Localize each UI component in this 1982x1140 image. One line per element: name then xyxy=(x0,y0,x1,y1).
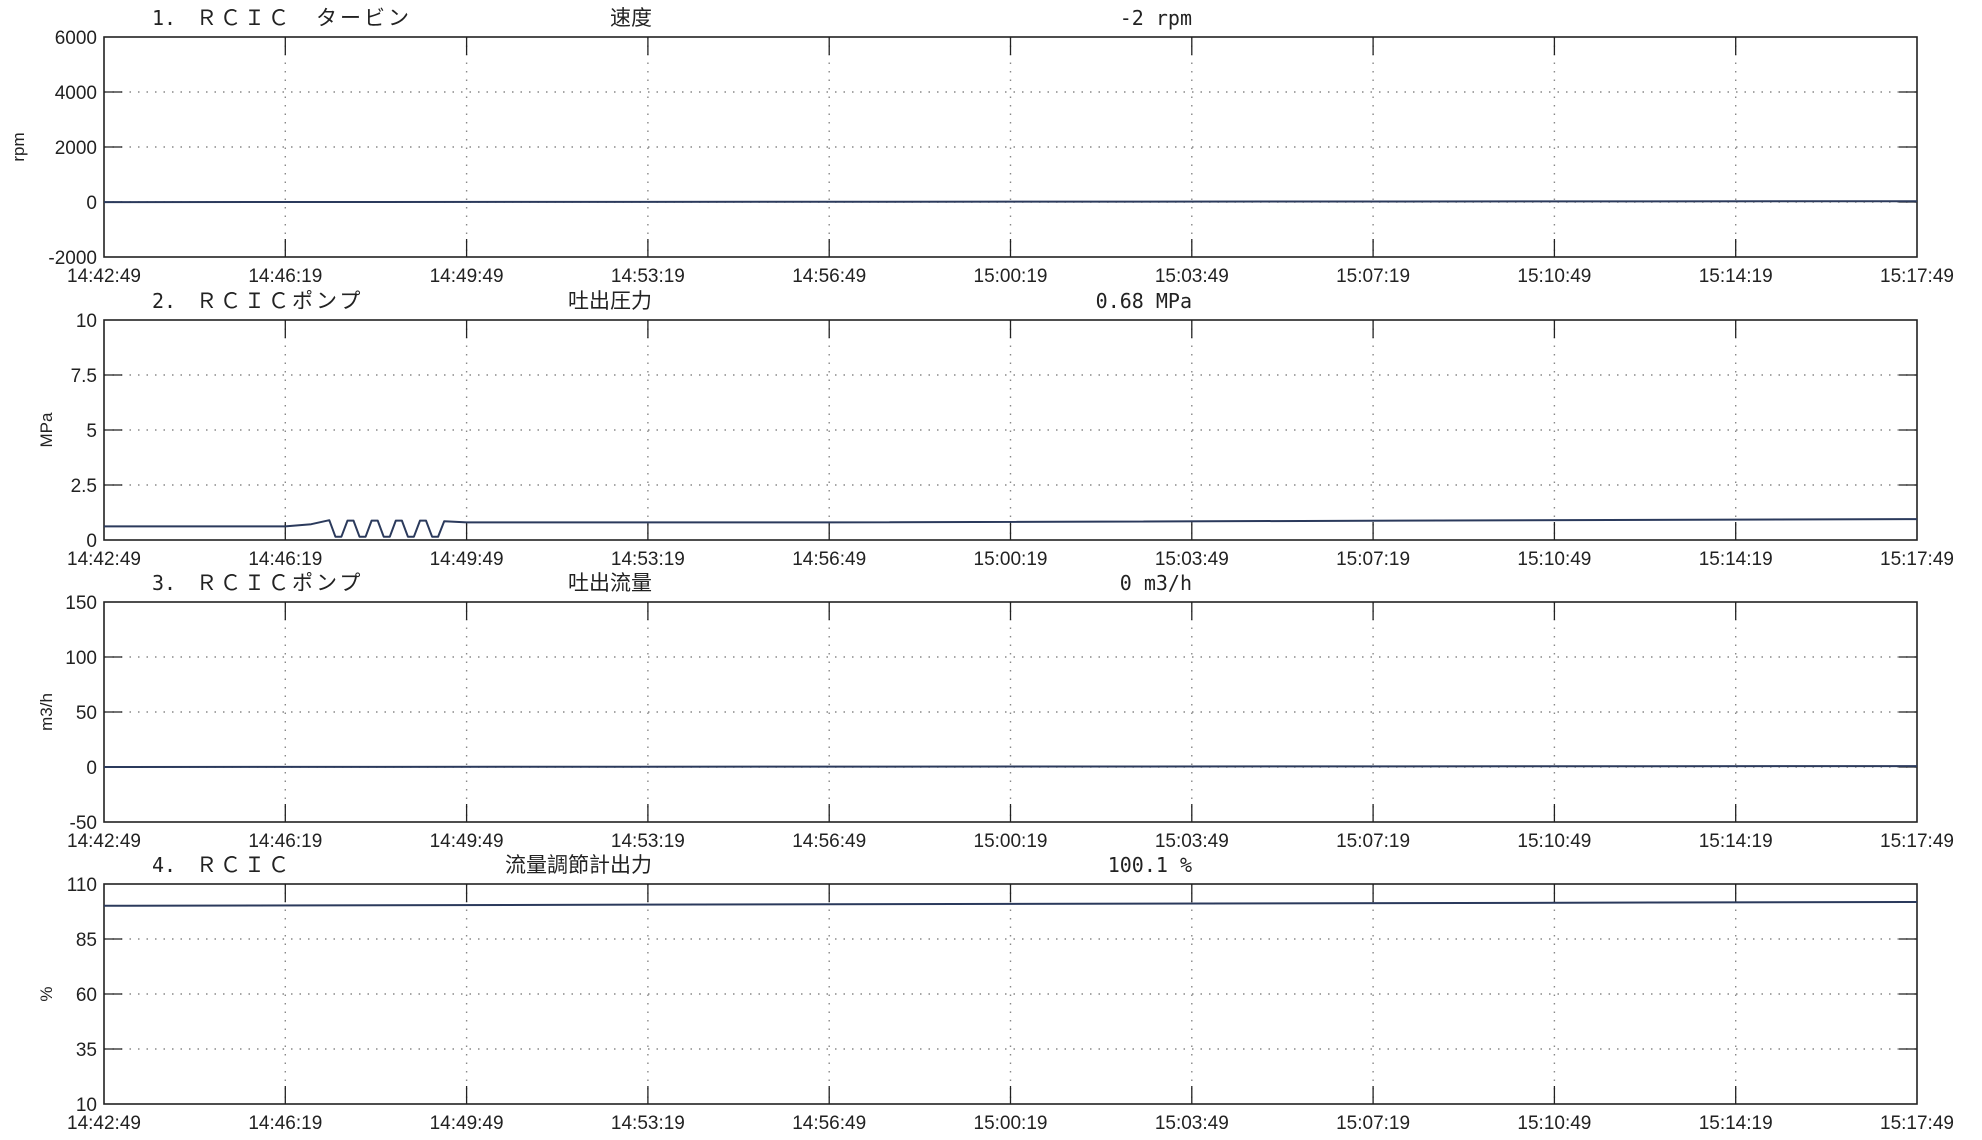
x-tick-label: 14:49:49 xyxy=(430,549,504,570)
x-tick-label: 14:56:49 xyxy=(792,549,866,570)
x-tick-label: 15:10:49 xyxy=(1517,1113,1591,1134)
x-tick-label: 14:42:49 xyxy=(67,266,141,287)
y-tick-label: 6000 xyxy=(55,28,97,49)
series-line xyxy=(103,901,1918,907)
chart-title-mid: 流量調節計出力 xyxy=(505,854,652,877)
x-tick-label: 14:42:49 xyxy=(67,549,141,570)
chart-panel-2: 14:42:49 14:46:19 14:49:49 14:53:19 14:56:49… xyxy=(37,289,1954,570)
x-tick-label: 15:17:49 xyxy=(1880,266,1954,287)
plot-frame xyxy=(103,319,1918,541)
y-tick-label: 50 xyxy=(76,703,97,724)
y-tick-label: 4000 xyxy=(55,83,97,104)
x-tick-label: 15:00:19 xyxy=(974,831,1048,852)
chart-panel-4: 14:42:49 14:46:19 14:49:49 14:53:19 14:56:49… xyxy=(37,853,1954,1134)
x-tick-label: 14:53:19 xyxy=(611,549,685,570)
chart-number: 2. xyxy=(152,289,176,313)
chart-panel-3: 14:42:49 14:46:19 14:49:49 14:53:19 14:56:49… xyxy=(37,571,1954,852)
x-tick-label: 15:14:19 xyxy=(1699,1113,1773,1134)
x-tick-label: 15:03:49 xyxy=(1155,1113,1229,1134)
chart-title-value: -2 rpm xyxy=(1120,6,1192,30)
y-axis-label: rpm xyxy=(9,132,28,161)
x-tick-label: 14:56:49 xyxy=(792,266,866,287)
chart-title-left: ＲＣＩＣ xyxy=(196,854,292,877)
x-tick-label: 14:53:19 xyxy=(611,1113,685,1134)
x-tick-label: 15:10:49 xyxy=(1517,266,1591,287)
y-tick-label: 10 xyxy=(76,1095,97,1116)
x-tick-label: 14:49:49 xyxy=(430,1113,504,1134)
x-tick-label: 14:49:49 xyxy=(430,831,504,852)
chart-title-left: ＲＣＩＣポンプ xyxy=(196,572,363,595)
y-tick-label: 5 xyxy=(86,421,97,442)
x-tick-label: 15:14:19 xyxy=(1699,549,1773,570)
plot-frame xyxy=(103,36,1918,258)
x-tick-label: 14:46:19 xyxy=(248,1113,322,1134)
series-line xyxy=(103,200,1918,204)
x-tick-label: 15:17:49 xyxy=(1880,549,1954,570)
y-tick-label: 7.5 xyxy=(71,366,97,387)
x-tick-label: 14:42:49 xyxy=(67,831,141,852)
x-tick-label: 15:03:49 xyxy=(1155,266,1229,287)
x-tick-label: 15:17:49 xyxy=(1880,1113,1954,1134)
chart-panel-1: 14:42:49 14:46:19 14:49:49 14:53:19 14:56:49… xyxy=(9,6,1954,287)
y-tick-label: 0 xyxy=(86,531,97,552)
x-tick-label: 14:46:19 xyxy=(248,549,322,570)
chart-title-value: 0.68 MPa xyxy=(1096,289,1192,313)
x-tick-label: 15:14:19 xyxy=(1699,266,1773,287)
y-tick-label: 100 xyxy=(65,648,97,669)
y-tick-label: 60 xyxy=(76,985,97,1006)
x-tick-label: 15:17:49 xyxy=(1880,831,1954,852)
chart-title-left: ＲＣＩＣ タービン xyxy=(196,7,412,30)
x-tick-label: 15:00:19 xyxy=(974,1113,1048,1134)
chart-title-value: 100.1 % xyxy=(1108,853,1192,877)
y-tick-label: 85 xyxy=(76,930,97,951)
y-axis-label: m3/h xyxy=(37,693,56,731)
y-tick-label: 0 xyxy=(86,193,97,214)
x-tick-label: 15:00:19 xyxy=(974,266,1048,287)
x-tick-label: 14:53:19 xyxy=(611,266,685,287)
x-tick-label: 15:00:19 xyxy=(974,549,1048,570)
chart-title-mid: 吐出流量 xyxy=(568,572,652,595)
y-tick-label: 0 xyxy=(86,758,97,779)
x-tick-label: 15:07:19 xyxy=(1336,549,1410,570)
plot-frame xyxy=(103,601,1918,823)
chart-title-left: ＲＣＩＣポンプ xyxy=(196,290,363,313)
x-tick-label: 14:49:49 xyxy=(430,266,504,287)
x-tick-label: 15:07:19 xyxy=(1336,1113,1410,1134)
x-tick-label: 14:42:49 xyxy=(67,1113,141,1134)
chart-number: 3. xyxy=(152,571,176,595)
x-tick-label: 14:56:49 xyxy=(792,831,866,852)
y-tick-label: -50 xyxy=(70,813,97,834)
x-tick-label: 15:10:49 xyxy=(1517,549,1591,570)
x-tick-label: 15:03:49 xyxy=(1155,549,1229,570)
y-tick-label: 2.5 xyxy=(71,476,97,497)
y-tick-label: 35 xyxy=(76,1040,97,1061)
x-tick-label: 14:53:19 xyxy=(611,831,685,852)
series-line xyxy=(103,765,1918,768)
y-tick-label: 110 xyxy=(67,875,97,896)
x-tick-label: 15:14:19 xyxy=(1699,831,1773,852)
chart-title-mid: 速度 xyxy=(610,7,652,30)
x-tick-label: 14:46:19 xyxy=(248,266,322,287)
chart-number: 4. xyxy=(152,853,176,877)
y-tick-label: 2000 xyxy=(55,138,97,159)
y-tick-label: 150 xyxy=(65,593,97,614)
chart-title-mid: 吐出圧力 xyxy=(568,290,652,313)
y-tick-label: -2000 xyxy=(48,248,97,269)
x-tick-label: 15:07:19 xyxy=(1336,266,1410,287)
plot-frame xyxy=(103,883,1918,1105)
y-axis-label: MPa xyxy=(37,412,56,448)
x-tick-label: 15:10:49 xyxy=(1517,831,1591,852)
y-axis-label: % xyxy=(37,986,56,1001)
series-line xyxy=(104,518,1918,538)
chart-title-value: 0 m3/h xyxy=(1120,571,1192,595)
x-tick-label: 14:56:49 xyxy=(792,1113,866,1134)
y-tick-label: 10 xyxy=(76,311,97,332)
x-tick-label: 14:46:19 xyxy=(248,831,322,852)
x-tick-label: 15:07:19 xyxy=(1336,831,1410,852)
x-tick-label: 15:03:49 xyxy=(1155,831,1229,852)
chart-number: 1. xyxy=(152,6,176,30)
